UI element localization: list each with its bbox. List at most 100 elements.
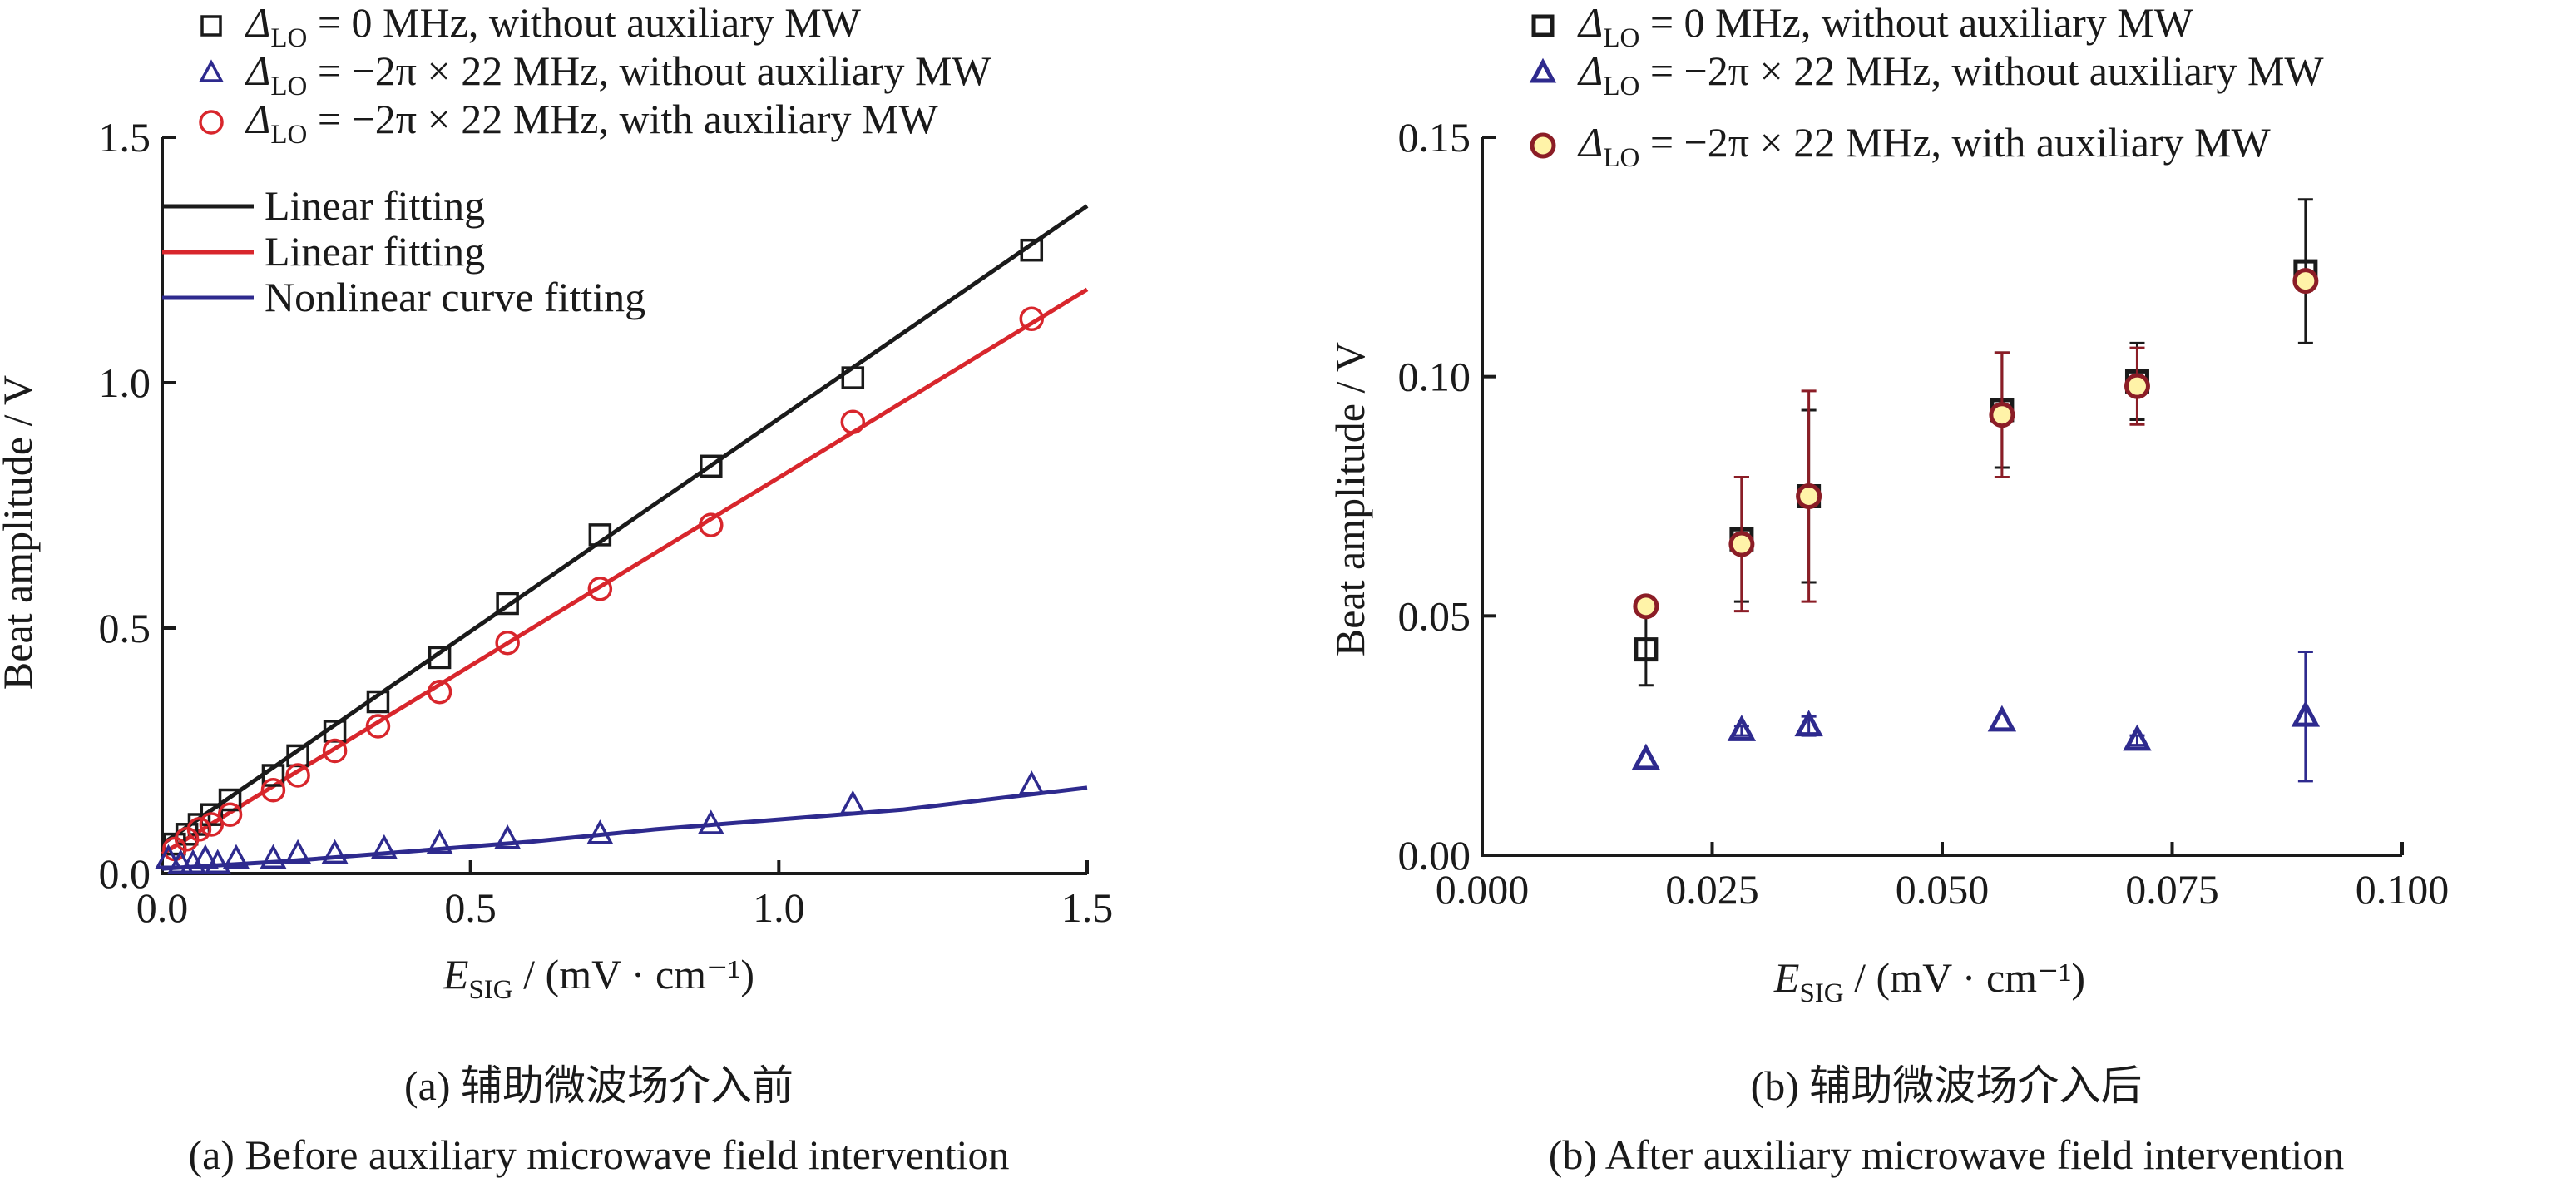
chart-a-square-point — [261, 764, 285, 787]
chart-a-y-tick-label: 0.5 — [99, 605, 151, 651]
chart-a-fit-line-red — [161, 287, 1089, 856]
legend-a-triangle-marker — [199, 59, 224, 82]
chart-a-fit-line-blue — [161, 785, 1088, 871]
chart-a-x-tick-label: 1.0 — [753, 884, 805, 931]
chart-a-circle-point — [199, 812, 225, 837]
chart-b-triangle-point — [1987, 705, 2017, 732]
chart-a-circle-point — [186, 817, 212, 842]
chart-a-circle-point — [365, 714, 391, 739]
caption-b-zh: (b) 辅助微波场介入后 — [1751, 1062, 2143, 1109]
svg-text:Linear fitting: Linear fitting — [265, 182, 485, 229]
chart-a-square-point — [200, 803, 224, 826]
chart-a-square-point — [496, 592, 519, 616]
chart-b-xlabel: ESIG / (mV · cm⁻¹) — [1773, 954, 2085, 1008]
chart-b-x-tick-label: 0.000 — [1436, 866, 1530, 913]
chart-a-triangle-point — [223, 844, 250, 869]
chart-b-triangle-point — [1727, 715, 1757, 741]
chart-b-circle-point — [1633, 593, 1659, 620]
chart-a-circle-point — [699, 512, 724, 537]
chart-a-triangle-point — [204, 849, 231, 874]
svg-text:Linear fitting: Linear fitting — [265, 228, 485, 275]
svg-text:ΔLO = −2π × 22 MHz, with auxil: ΔLO = −2π × 22 MHz, with auxiliary MW — [1577, 119, 2272, 173]
chart-a-y-tick-label: 1.0 — [99, 359, 151, 406]
chart-b-x-tick-label: 0.025 — [1665, 866, 1759, 913]
chart-a-triangle-point — [370, 834, 398, 859]
legend-a-square-marker — [200, 15, 222, 37]
chart-a-circle-point — [1019, 306, 1045, 332]
legend-b-square-marker — [1531, 14, 1555, 37]
chart-a-square-point — [428, 646, 452, 670]
svg-text:Nonlinear curve fitting: Nonlinear curve fitting — [265, 274, 645, 320]
legend-a-circle-marker — [199, 110, 224, 135]
chart-a-circle-point — [285, 763, 310, 788]
legend-b-item-1: ΔLO = −2π × 22 MHz, without auxiliary MW — [1529, 47, 2324, 101]
svg-text:ΔLO = 0 MHz, without auxiliary: ΔLO = 0 MHz, without auxiliary MW — [245, 0, 862, 53]
chart-a-circle-point — [217, 802, 243, 827]
chart-b-y-tick-label: 0.05 — [1398, 592, 1471, 639]
chart-a-triangle-point — [284, 839, 312, 864]
svg-text:ΔLO = −2π × 22 MHz, without au: ΔLO = −2π × 22 MHz, without auxiliary MW — [1577, 47, 2324, 101]
chart-a-triangle-point — [839, 790, 867, 815]
chart-a-triangle-point — [260, 844, 287, 869]
chart-a-triangle-point — [586, 819, 614, 844]
legend-a-item-5: Nonlinear curve fitting — [162, 274, 645, 320]
chart-b-triangle-point — [2123, 724, 2152, 751]
legend-b-circle-marker — [1530, 132, 1556, 159]
chart-a-square-point — [588, 523, 612, 547]
chart-b-circle-point — [2124, 373, 2150, 399]
chart-b-y-tick-label: 0.00 — [1398, 832, 1471, 879]
legend-a-item-3: Linear fitting — [162, 182, 485, 229]
chart-a-triangle-point — [191, 844, 219, 869]
chart-b-circle-point — [1989, 402, 2015, 428]
svg-text:ΔLO = −2π × 22 MHz, with auxil: ΔLO = −2π × 22 MHz, with auxiliary MW — [245, 96, 939, 150]
chart-a-circle-point — [840, 409, 866, 434]
chart-a-x-tick-label: 0.0 — [136, 884, 189, 931]
chart-b-circle-point — [1728, 531, 1755, 557]
chart-b-triangle-point — [1794, 710, 1823, 737]
chart-a-y-tick-label: 1.5 — [99, 114, 151, 161]
chart-b-x-tick-label: 0.075 — [2125, 866, 2219, 913]
chart-a-triangle-point — [321, 839, 349, 864]
chart-a-circle-point — [322, 738, 348, 764]
chart-a-triangle-point — [697, 809, 724, 834]
svg-text:ΔLO = −2π × 22 MHz, without au: ΔLO = −2π × 22 MHz, without auxiliary MW — [245, 47, 991, 101]
chart-a-circle-point — [587, 577, 613, 601]
legend-a-item-4: Linear fitting — [162, 228, 485, 275]
chart-b-square-point — [1634, 637, 1659, 662]
chart-a-square-point — [841, 366, 865, 389]
legend-a-item-2: ΔLO = −2π × 22 MHz, with auxiliary MW — [199, 96, 939, 150]
chart-b-ylabel: Beat amplitude / V — [1327, 342, 1373, 656]
chart-a-square-point — [366, 690, 390, 714]
legend-b-item-0: ΔLO = 0 MHz, without auxiliary MW — [1531, 0, 2194, 53]
legend-b-triangle-marker — [1529, 57, 1557, 83]
legend-a-item-1: ΔLO = −2π × 22 MHz, without auxiliary MW — [199, 47, 991, 101]
caption-a-zh: (a) 辅助微波场介入前 — [404, 1062, 794, 1109]
chart-b-circle-point — [2292, 268, 2319, 295]
chart-b-circle-point — [1796, 483, 1822, 509]
chart-b-triangle-point — [1631, 743, 1661, 770]
chart-a-square-point — [218, 788, 242, 812]
chart-a-x-tick-label: 1.5 — [1061, 884, 1114, 931]
legend-b-item-2: ΔLO = −2π × 22 MHz, with auxiliary MW — [1530, 119, 2272, 173]
caption-a-en: (a) Before auxiliary microwave field int… — [188, 1131, 1009, 1178]
chart-a-circle-point — [495, 630, 520, 656]
chart-a-x-tick-label: 0.5 — [444, 884, 497, 931]
chart-b-y-tick-label: 0.10 — [1398, 354, 1471, 400]
chart-a: Beat amplitude / V 0.0 0.5 1.0 1.5 0.0 0.5 1.0… — [0, 0, 1113, 1005]
chart-b-x-tick-label: 0.100 — [2356, 866, 2450, 913]
chart-b-y-tick-label: 0.15 — [1398, 114, 1471, 161]
chart-a-circle-point — [427, 679, 452, 705]
chart-a-fit-line-black — [161, 204, 1089, 846]
chart-a-triangle-point — [426, 829, 453, 854]
chart-b-x-tick-label: 0.050 — [1896, 866, 1990, 913]
chart-a-triangle-point — [155, 844, 182, 869]
legend-a-item-0: ΔLO = 0 MHz, without auxiliary MW — [200, 0, 862, 53]
chart-b-legend: ΔLO = 0 MHz, without auxiliary MW ΔLO = … — [1529, 0, 2324, 173]
chart-b-triangle-point — [2291, 700, 2321, 727]
chart-b: Beat amplitude / V 0.000 0.025 0.050 0.075 0… — [1327, 0, 2449, 1008]
chart-a-triangle-point — [494, 824, 522, 849]
chart-a-xlabel: ESIG / (mV · cm⁻¹) — [443, 951, 754, 1005]
chart-a-ylabel: Beat amplitude / V — [0, 375, 41, 690]
chart-a-legend: ΔLO = 0 MHz, without auxiliary MW ΔLO = … — [162, 0, 991, 320]
chart-a-y-tick-label: 0.0 — [99, 850, 151, 897]
